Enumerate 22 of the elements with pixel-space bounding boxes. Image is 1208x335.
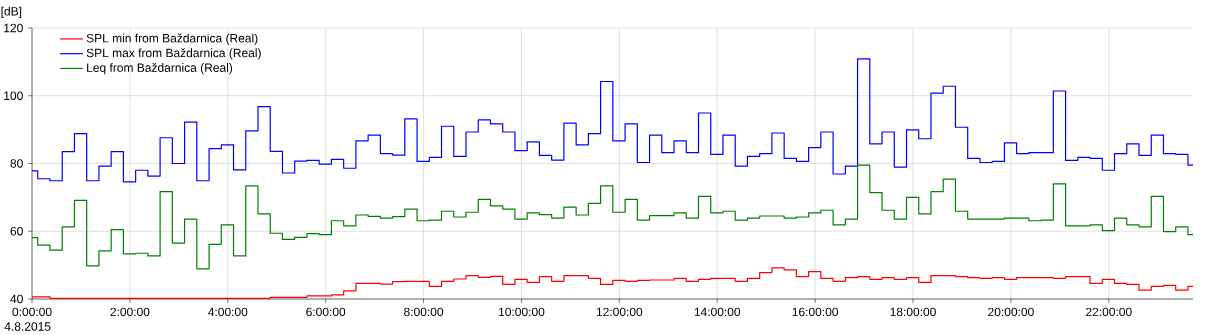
y-tick-label: 120 xyxy=(4,23,23,33)
legend-label: SPL max from Baždarnica (Real) xyxy=(86,48,261,60)
x-tick-label: 16:00:00 xyxy=(792,307,839,317)
y-axis-title: [dB] xyxy=(1,6,22,18)
y-tick-label: 80 xyxy=(10,159,23,168)
x-tick-label: 8:00:00 xyxy=(404,307,444,317)
x-tick-label: 12:00:00 xyxy=(596,307,643,317)
x-tick-label: 0:00:00 xyxy=(12,307,52,317)
y-tick-label: 60 xyxy=(10,226,23,236)
x-tick-label: 18:00:00 xyxy=(890,307,936,317)
y-tick-label: 100 xyxy=(4,91,23,100)
x-tick-label: 2:00:00 xyxy=(110,307,150,317)
y-tick-label: 40 xyxy=(10,294,23,304)
x-tick-label: 10:00:00 xyxy=(499,307,545,317)
text: 4.8.2015 xyxy=(4,322,51,331)
x-tick-label: 6:00:00 xyxy=(306,307,346,317)
x-tick-label: 4:00:00 xyxy=(208,307,248,317)
x-tick-label: 14:00:00 xyxy=(694,307,741,317)
x-tick-label: 22:00:00 xyxy=(1086,307,1132,317)
legend-label: SPL min from Baždarnica (Real) xyxy=(86,33,258,45)
legend-label: Leq from Baždarnica (Real) xyxy=(87,63,233,75)
x-tick-label: 20:00:00 xyxy=(988,307,1034,317)
